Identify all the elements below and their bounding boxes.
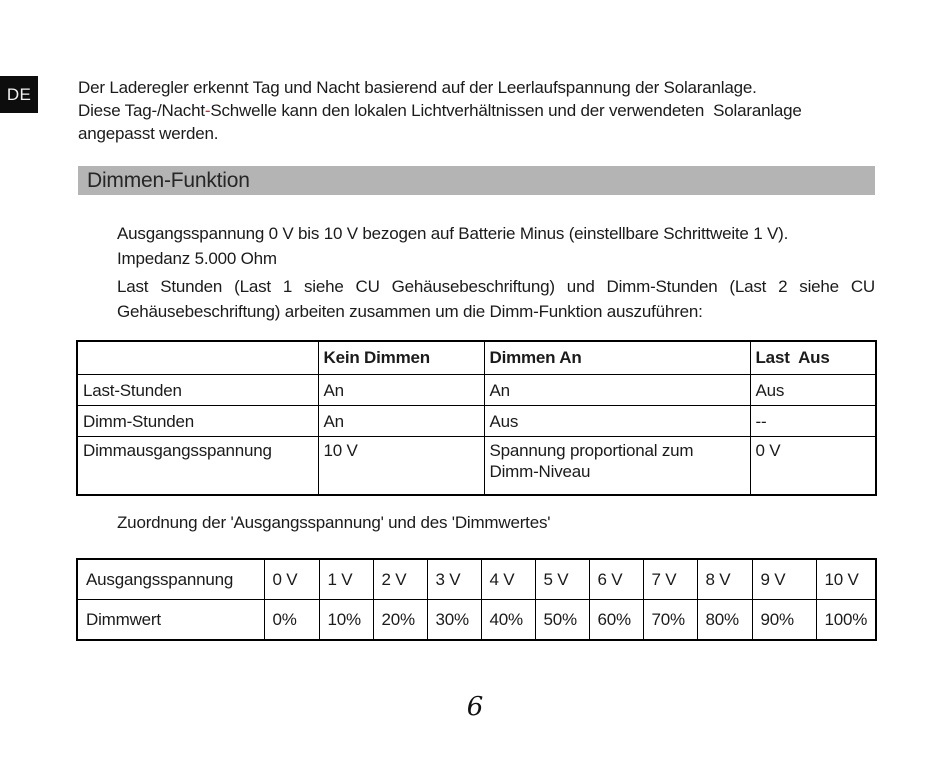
table-header-cell bbox=[76, 340, 319, 375]
table-row: Last-Stunden An An Aus bbox=[76, 374, 877, 406]
table-cell: 10 V bbox=[317, 436, 485, 496]
table-cell: 20% bbox=[372, 599, 428, 641]
table-cell: 3 V bbox=[426, 558, 482, 600]
table-row: Ausgangsspannung 0 V 1 V 2 V 3 V 4 V 5 V… bbox=[76, 558, 877, 600]
table-cell: An bbox=[483, 374, 751, 406]
body-line-2: Impedanz 5.000 Ohm bbox=[117, 249, 277, 268]
table-cell: 50% bbox=[534, 599, 590, 641]
page-number: 6 bbox=[466, 692, 484, 722]
table-cell: 90% bbox=[751, 599, 817, 641]
table-cell: 80% bbox=[696, 599, 753, 641]
table-header-cell: Kein Dimmen bbox=[317, 340, 485, 375]
table-header-cell: Last Aus bbox=[749, 340, 877, 375]
body-text-block-1: Ausgangsspannung 0 V bis 10 V bezogen au… bbox=[117, 221, 875, 271]
table-cell: 1 V bbox=[318, 558, 374, 600]
intro-line-1: Der Laderegler erkennt Tag und Nacht bas… bbox=[78, 78, 757, 97]
intro-line-2: Diese Tag-/Nacht-Schwelle kann den lokal… bbox=[78, 101, 802, 120]
table-cell: 100% bbox=[815, 599, 877, 641]
language-badge: DE bbox=[0, 76, 38, 113]
table-cell: 9 V bbox=[751, 558, 817, 600]
table-cell: Aus bbox=[749, 374, 877, 406]
table-cell: 8 V bbox=[696, 558, 753, 600]
table-header-row: Kein Dimmen Dimmen An Last Aus bbox=[76, 340, 877, 375]
table-cell: Spannung proportional zum Dimm-Niveau bbox=[483, 436, 751, 496]
table-row: Dimmausgangsspannung 10 V Spannung propo… bbox=[76, 436, 877, 496]
table-cell: 10 V bbox=[815, 558, 877, 600]
table-cell: An bbox=[317, 374, 485, 406]
table-cell: 2 V bbox=[372, 558, 428, 600]
red-hyphen: - bbox=[204, 101, 211, 120]
table-cell: Last-Stunden bbox=[76, 374, 319, 406]
table-cell: -- bbox=[749, 405, 877, 437]
voltage-dimm-mapping-table: Ausgangsspannung 0 V 1 V 2 V 3 V 4 V 5 V… bbox=[76, 558, 877, 641]
table-cell: Dimm-Stunden bbox=[76, 405, 319, 437]
intro-paragraph: Der Laderegler erkennt Tag und Nacht bas… bbox=[78, 76, 883, 145]
table-cell: 0 V bbox=[749, 436, 877, 496]
language-badge-label: DE bbox=[6, 84, 32, 104]
body-text-block-2: Last Stunden (Last 1 siehe CU Gehäusebes… bbox=[117, 274, 875, 324]
table-cell: An bbox=[317, 405, 485, 437]
table-cell: 0% bbox=[263, 599, 320, 641]
dimm-function-table: Kein Dimmen Dimmen An Last Aus Last-Stun… bbox=[76, 340, 877, 496]
intro-line-3: angepasst werden. bbox=[78, 124, 219, 143]
mapping-note: Zuordnung der 'Ausgangsspannung' und des… bbox=[117, 513, 551, 532]
table-cell: 4 V bbox=[480, 558, 536, 600]
body-line-3: Last Stunden (Last 1 siehe CU Gehäusebes… bbox=[117, 277, 875, 296]
table-cell: 0 V bbox=[263, 558, 320, 600]
body-line-4: Gehäusebeschriftung) arbeiten zusammen u… bbox=[117, 302, 703, 321]
section-header-bar: Dimmen-Funktion bbox=[78, 166, 875, 195]
table-row-label: Ausgangsspannung bbox=[76, 558, 265, 600]
table-cell: 7 V bbox=[642, 558, 698, 600]
table-row: Dimmwert 0% 10% 20% 30% 40% 50% 60% 70% … bbox=[76, 599, 877, 641]
table-cell: 60% bbox=[588, 599, 644, 641]
table-cell: 40% bbox=[480, 599, 536, 641]
table-row: Dimm-Stunden An Aus -- bbox=[76, 405, 877, 437]
table-cell: Dimmausgangsspannung bbox=[76, 436, 319, 496]
table-cell: 10% bbox=[318, 599, 374, 641]
table-cell: 70% bbox=[642, 599, 698, 641]
table-header-cell: Dimmen An bbox=[483, 340, 751, 375]
body-line-1: Ausgangsspannung 0 V bis 10 V bezogen au… bbox=[117, 224, 789, 243]
table-cell: 30% bbox=[426, 599, 482, 641]
table-cell: 6 V bbox=[588, 558, 644, 600]
table-row-label: Dimmwert bbox=[76, 599, 265, 641]
table-cell: Aus bbox=[483, 405, 751, 437]
section-title: Dimmen-Funktion bbox=[87, 168, 250, 192]
table-cell: 5 V bbox=[534, 558, 590, 600]
